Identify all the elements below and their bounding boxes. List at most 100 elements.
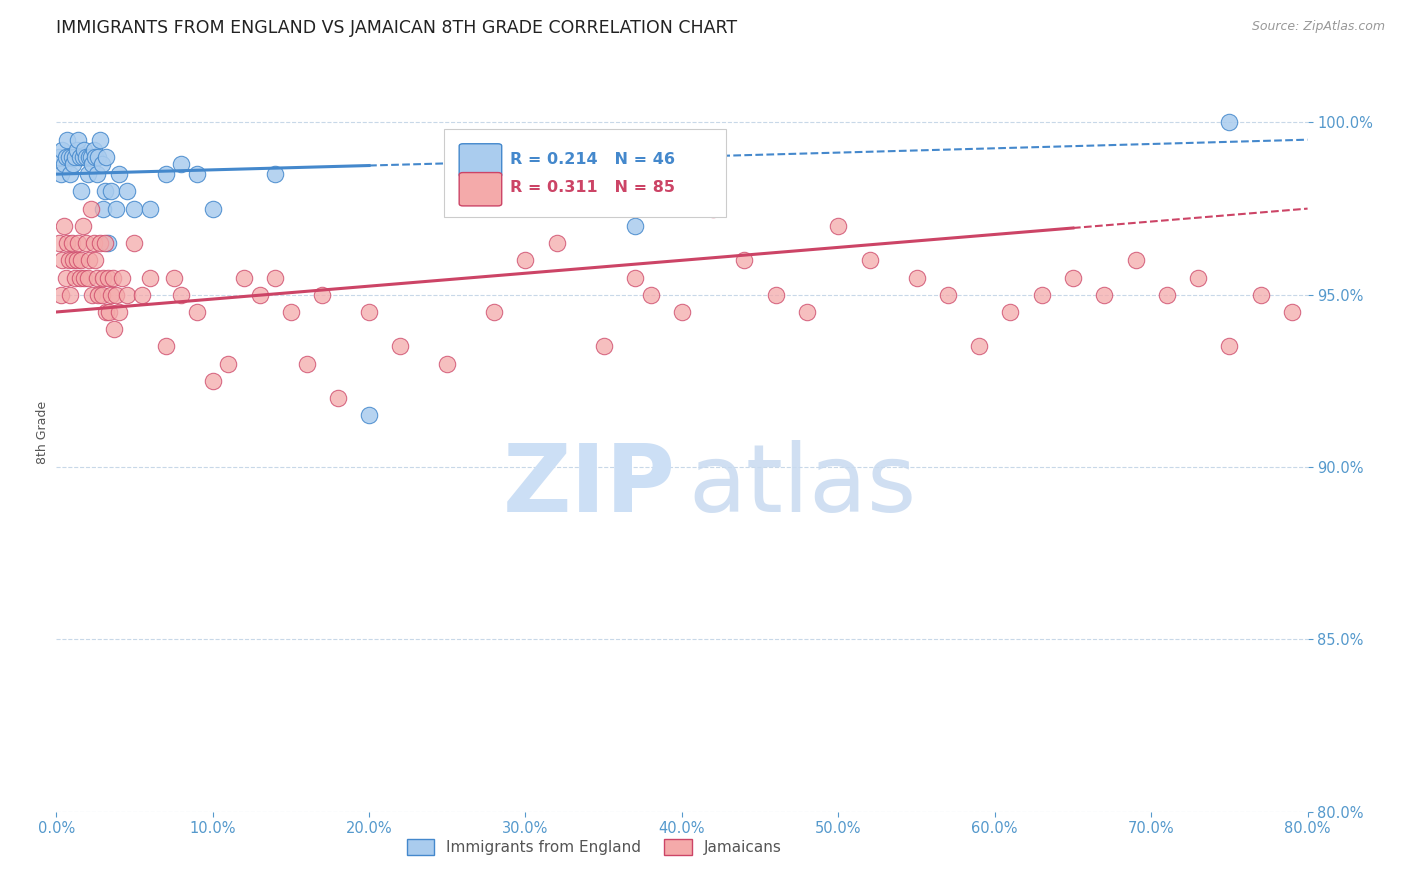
Point bbox=[65, 253, 87, 268]
Point bbox=[101, 270, 124, 285]
Point bbox=[63, 270, 86, 285]
Point bbox=[58, 150, 80, 164]
Point bbox=[87, 287, 110, 301]
Point bbox=[115, 287, 138, 301]
Point bbox=[67, 236, 90, 251]
Point bbox=[83, 236, 105, 251]
Point bbox=[91, 202, 114, 216]
Point bbox=[84, 150, 107, 164]
Point bbox=[186, 167, 208, 181]
Point bbox=[76, 270, 98, 285]
Point bbox=[201, 202, 224, 216]
Point bbox=[72, 219, 94, 233]
Point bbox=[96, 150, 118, 164]
Point bbox=[51, 253, 73, 268]
Point bbox=[359, 305, 381, 319]
Point bbox=[70, 185, 93, 199]
Point bbox=[155, 167, 177, 181]
Point bbox=[436, 357, 458, 371]
Point bbox=[734, 253, 756, 268]
Point bbox=[1031, 287, 1053, 301]
Point bbox=[51, 143, 73, 157]
Text: ZIP: ZIP bbox=[503, 440, 676, 532]
Point bbox=[69, 150, 91, 164]
Point bbox=[249, 287, 271, 301]
Point bbox=[59, 167, 82, 181]
Text: IMMIGRANTS FROM ENGLAND VS JAMAICAN 8TH GRADE CORRELATION CHART: IMMIGRANTS FROM ENGLAND VS JAMAICAN 8TH … bbox=[56, 19, 737, 37]
Point bbox=[60, 236, 83, 251]
Point bbox=[97, 236, 120, 251]
Point bbox=[671, 305, 693, 319]
Point bbox=[280, 305, 302, 319]
Point bbox=[233, 270, 256, 285]
Point bbox=[115, 185, 138, 199]
Point bbox=[79, 202, 101, 216]
Point bbox=[624, 270, 647, 285]
Point bbox=[70, 253, 93, 268]
Point bbox=[91, 270, 114, 285]
Point bbox=[295, 357, 318, 371]
Point bbox=[131, 287, 153, 301]
Point bbox=[162, 270, 184, 285]
Point bbox=[100, 185, 122, 199]
Legend: Immigrants from England, Jamaicans: Immigrants from England, Jamaicans bbox=[401, 833, 787, 861]
Y-axis label: 8th Grade: 8th Grade bbox=[37, 401, 49, 464]
Point bbox=[48, 150, 70, 164]
Point bbox=[139, 270, 162, 285]
Point bbox=[75, 236, 97, 251]
Point bbox=[1000, 305, 1022, 319]
Point bbox=[90, 157, 112, 171]
Point bbox=[104, 287, 127, 301]
Text: R = 0.311   N = 85: R = 0.311 N = 85 bbox=[510, 180, 675, 195]
Point bbox=[79, 150, 101, 164]
Point bbox=[640, 287, 662, 301]
Point bbox=[53, 157, 76, 171]
Point bbox=[90, 287, 112, 301]
Point bbox=[60, 150, 83, 164]
Point bbox=[82, 287, 104, 301]
Point bbox=[389, 339, 412, 353]
Point bbox=[63, 150, 86, 164]
Point bbox=[967, 339, 990, 353]
Point bbox=[77, 150, 100, 164]
Point bbox=[264, 167, 287, 181]
Text: R = 0.214   N = 46: R = 0.214 N = 46 bbox=[510, 153, 675, 167]
Point bbox=[100, 287, 122, 301]
Point bbox=[592, 339, 614, 353]
Point bbox=[58, 253, 80, 268]
Point bbox=[858, 253, 880, 268]
Point bbox=[49, 167, 72, 181]
Point bbox=[84, 253, 107, 268]
Point bbox=[1092, 287, 1115, 301]
Point bbox=[796, 305, 818, 319]
Point bbox=[326, 391, 349, 405]
Point bbox=[65, 143, 87, 157]
Point bbox=[139, 202, 162, 216]
Point bbox=[264, 270, 287, 285]
Point bbox=[97, 270, 120, 285]
Point bbox=[76, 167, 98, 181]
Point bbox=[111, 270, 134, 285]
Point bbox=[86, 270, 108, 285]
Point bbox=[82, 157, 104, 171]
Point bbox=[73, 143, 96, 157]
Point bbox=[624, 219, 647, 233]
Point bbox=[83, 143, 105, 157]
Point bbox=[186, 305, 208, 319]
Point bbox=[56, 133, 79, 147]
Point bbox=[108, 305, 131, 319]
Point bbox=[48, 236, 70, 251]
Point bbox=[49, 287, 72, 301]
Point bbox=[702, 202, 724, 216]
Point bbox=[201, 374, 224, 388]
Point bbox=[217, 357, 239, 371]
Text: atlas: atlas bbox=[688, 440, 917, 532]
Point bbox=[67, 133, 90, 147]
Point bbox=[93, 236, 115, 251]
Point bbox=[484, 305, 506, 319]
Point bbox=[62, 253, 84, 268]
Point bbox=[124, 202, 146, 216]
Point bbox=[89, 236, 111, 251]
Point bbox=[827, 219, 849, 233]
Point bbox=[86, 167, 108, 181]
